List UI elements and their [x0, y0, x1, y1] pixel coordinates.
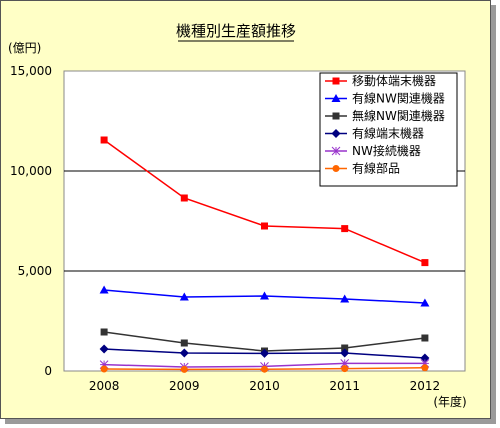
data-point [180, 194, 188, 202]
legend-label: 有線NW関連機器 [352, 91, 445, 106]
data-point [180, 339, 188, 347]
legend-label: 有線部品 [352, 161, 400, 176]
y-tick-label: 10,000 [10, 164, 52, 178]
legend-marker [332, 165, 340, 172]
data-point [340, 348, 350, 358]
y-tick-label: 15,000 [10, 64, 52, 78]
data-point [421, 364, 429, 372]
data-point [261, 222, 268, 230]
legend-label: 有線端末機器 [352, 126, 424, 141]
x-axis-label: (年度) [433, 394, 466, 409]
x-tick-label: 2008 [89, 379, 120, 393]
legend-marker [331, 94, 341, 102]
x-tick-label: 2012 [410, 379, 441, 393]
data-point [340, 359, 350, 368]
x-tick-label: 2011 [329, 379, 360, 393]
legend-label: 移動体端末機器 [352, 73, 436, 88]
data-point [260, 348, 269, 358]
legend-marker [331, 129, 341, 138]
x-tick-labels: 2008 2009 2010 2011 2012 [89, 379, 440, 393]
data-point [100, 365, 108, 373]
legend-label: NW接続機器 [352, 143, 421, 158]
data-point [341, 365, 349, 373]
data-point [99, 285, 109, 294]
data-point [180, 365, 188, 373]
data-point [421, 334, 429, 342]
data-point [421, 259, 429, 267]
chart-title: 機種別生産額推移 [176, 22, 296, 40]
data-point [260, 291, 269, 300]
y-tick-label: 5,000 [18, 264, 52, 278]
data-point [179, 292, 189, 301]
y-tick-labels: 0 5,000 10,000 15,000 [10, 64, 52, 378]
legend-marker [332, 112, 340, 120]
y-axis-label: (億円) [8, 41, 41, 55]
data-point [341, 344, 349, 352]
data-point [100, 136, 108, 144]
data-point [420, 298, 430, 307]
legend-box [319, 72, 458, 187]
data-point [100, 328, 108, 336]
y-tick-label: 0 [44, 364, 52, 378]
data-point [340, 294, 350, 303]
data-point [261, 365, 268, 373]
data-point [179, 348, 189, 358]
legend-marker [332, 77, 340, 85]
series-group [99, 136, 430, 373]
x-tick-label: 2010 [249, 379, 280, 393]
data-point [341, 225, 349, 233]
legend-marker [331, 146, 341, 156]
x-tick-label: 2009 [169, 379, 200, 393]
data-point [99, 344, 109, 354]
data-point [420, 353, 430, 363]
legend-label: 無線NW関連機器 [352, 108, 445, 123]
